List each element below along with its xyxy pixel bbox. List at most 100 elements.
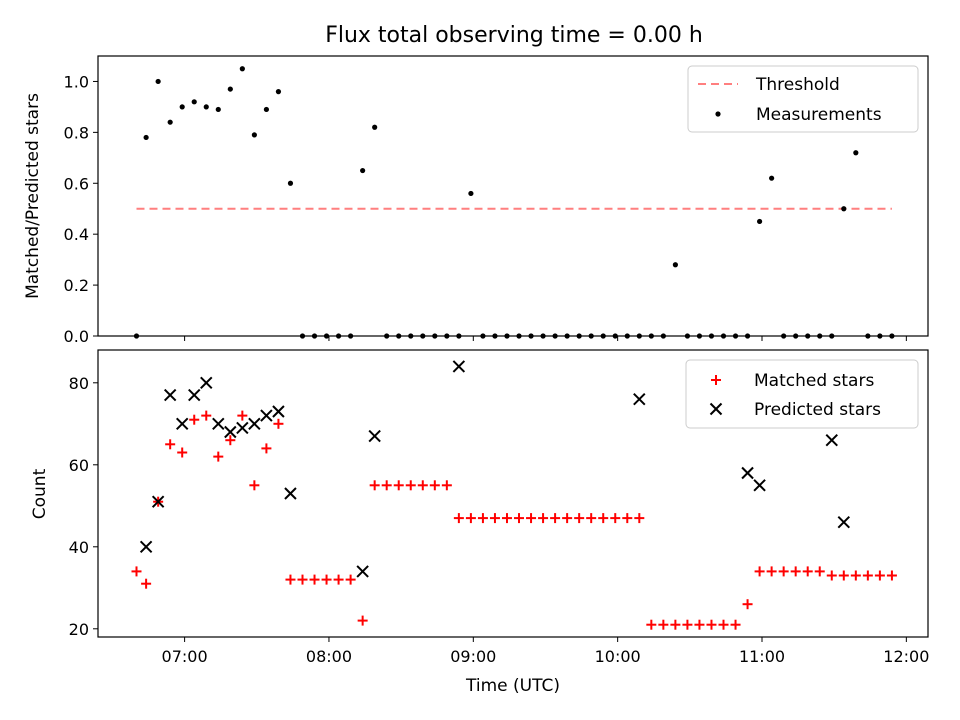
predicted-star-point [163, 388, 177, 402]
predicted-star-point [224, 425, 237, 439]
matched-star-point [345, 574, 356, 585]
top-x-axis-ticks [184, 336, 907, 341]
matched-star-point [670, 619, 681, 630]
predicted-star-point [825, 433, 838, 447]
measurement-point [191, 99, 197, 105]
matched-star-point [862, 570, 873, 581]
bottom-legend: Matched stars Predicted stars [685, 359, 919, 429]
top-panel: 0.0 0.2 0.4 0.6 0.8 1.0 Matched/Predicted sta… [23, 55, 929, 346]
matched-star-point [634, 513, 645, 524]
top-panel-frame [97, 55, 929, 337]
bottom-panel-marks [131, 360, 897, 630]
matched-star-point [489, 513, 500, 524]
matched-star-point [357, 615, 368, 626]
predicted-star-point [452, 360, 466, 373]
matched-star-point [682, 619, 693, 630]
legend-measurements-label: Measurements [756, 105, 882, 125]
predicted-star-point [139, 540, 153, 554]
matched-star-point [141, 578, 152, 589]
matched-star-point [261, 443, 272, 454]
bottom-x-tick-label: 10:00 [595, 647, 641, 666]
matched-star-point [453, 513, 464, 524]
matched-star-point [730, 619, 741, 630]
matched-star-point [778, 566, 789, 577]
chart-title: Flux total observing time = 0.00 h [325, 23, 703, 48]
bottom-x-tick-label: 07:00 [162, 647, 208, 666]
predicted-star-point [272, 405, 285, 418]
top-y-axis-label: Matched/Predicted stars [23, 93, 43, 299]
matched-star-point [297, 574, 308, 585]
matched-star-point [465, 513, 476, 524]
top-y-axis: 0.0 0.2 0.4 0.6 0.8 1.0 [64, 72, 98, 346]
matched-star-point [369, 480, 380, 491]
matched-star-point [393, 480, 404, 491]
legend-measurements-swatch [715, 111, 721, 117]
top-legend-box [687, 65, 919, 133]
bottom-x-tick-label: 08:00 [306, 647, 352, 666]
measurement-point [203, 104, 209, 110]
bottom-y-axis-label: Count [30, 468, 50, 519]
matched-star-point [381, 480, 392, 491]
matched-star-point [538, 513, 549, 524]
predicted-star-point [741, 466, 754, 480]
measurement-point [143, 134, 149, 141]
legend-matched-label: Matched stars [754, 371, 874, 391]
matched-star-point [285, 574, 296, 585]
bottom-panel-frame [97, 349, 929, 638]
bottom-y-tick-label: 20 [69, 620, 89, 639]
predicted-star-point [837, 515, 851, 529]
measurement-point [179, 104, 185, 110]
matched-star-point [886, 570, 897, 581]
predicted-star-point [151, 495, 165, 508]
top-y-tick-label: 0.8 [64, 123, 89, 142]
measurement-point [155, 78, 161, 85]
matched-star-point [742, 599, 753, 610]
matched-star-point [249, 480, 260, 491]
matched-star-point [766, 566, 777, 577]
top-y-tick-label: 0.4 [64, 225, 89, 244]
legend-predicted-label: Predicted stars [754, 400, 881, 420]
bottom-x-tick-label: 09:00 [450, 647, 496, 666]
predicted-star-point [248, 417, 261, 431]
legend-predicted-swatch [709, 402, 723, 416]
matched-star-point [826, 570, 837, 581]
matched-star-point [802, 566, 813, 577]
predicted-star-point [753, 479, 766, 492]
matched-star-point [417, 480, 428, 491]
predicted-star-point [260, 409, 273, 422]
matched-star-point [574, 513, 585, 524]
top-y-tick-label: 0.2 [64, 276, 89, 295]
matched-star-point [790, 566, 801, 577]
measurement-point [853, 150, 859, 156]
measurement-point [287, 180, 294, 186]
matched-star-point [754, 566, 765, 577]
matched-star-point [237, 410, 248, 421]
bottom-y-tick-label: 40 [69, 538, 89, 557]
matched-star-point [586, 513, 597, 524]
bottom-y-tick-label: 80 [69, 374, 89, 393]
matched-star-point [838, 570, 849, 581]
matched-star-point [610, 513, 621, 524]
matched-star-point [622, 513, 633, 524]
measurement-point [275, 89, 282, 95]
measurement-point [372, 124, 378, 130]
bottom-y-axis: 20 40 60 80 [69, 374, 98, 639]
bottom-y-tick-label: 60 [69, 456, 89, 475]
matched-star-point [598, 513, 609, 524]
matched-star-point [477, 513, 488, 524]
matched-star-point [429, 480, 440, 491]
measurement-point [215, 106, 221, 113]
matched-star-point [850, 570, 861, 581]
matched-star-point [706, 619, 717, 630]
top-legend: Threshold Measurements [687, 65, 919, 133]
matched-star-point [526, 513, 537, 524]
matched-star-point [321, 574, 332, 585]
measurement-point [769, 175, 775, 181]
measurement-point [756, 218, 763, 225]
matched-star-point [514, 513, 525, 524]
matched-star-point [646, 619, 657, 630]
predicted-star-point [175, 417, 189, 431]
top-y-tick-label: 0.6 [64, 174, 89, 193]
